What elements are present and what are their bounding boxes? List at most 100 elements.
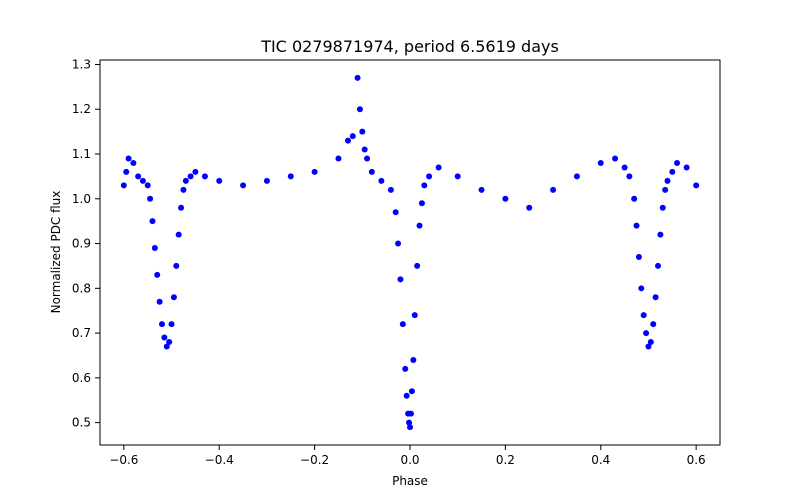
data-point <box>130 159 137 166</box>
data-point <box>345 137 351 144</box>
data-point <box>652 294 659 301</box>
data-point <box>454 173 461 180</box>
data-point <box>144 182 151 189</box>
x-tick-label: 0.2 <box>496 453 515 467</box>
data-points <box>120 74 700 431</box>
y-tick-label: 1.1 <box>72 147 91 161</box>
data-point <box>392 209 399 216</box>
x-tick-label: 0.0 <box>400 453 419 467</box>
data-point <box>550 186 557 193</box>
y-tick-label: 0.8 <box>72 281 91 295</box>
data-point <box>149 218 156 225</box>
data-point <box>154 271 161 278</box>
chart-title: TIC 0279871974, period 6.5619 days <box>260 37 559 56</box>
data-point <box>683 164 690 171</box>
data-point <box>311 168 318 175</box>
data-point <box>359 128 366 135</box>
data-point <box>120 182 127 189</box>
data-point <box>147 195 154 202</box>
data-point <box>187 173 194 180</box>
x-tick-label: 0.4 <box>591 453 610 467</box>
y-tick-label: 0.9 <box>72 237 91 251</box>
data-point <box>612 155 619 162</box>
data-point <box>123 168 130 175</box>
data-point <box>478 186 485 193</box>
data-point <box>407 424 413 431</box>
data-point <box>421 182 428 189</box>
x-tick-label: −0.2 <box>300 453 329 467</box>
y-axis-title: Normalized PDC flux <box>49 191 63 314</box>
data-point <box>655 262 661 269</box>
data-point <box>526 204 533 211</box>
data-point <box>361 146 368 153</box>
y-tick-label: 0.6 <box>72 371 91 385</box>
data-point <box>354 74 361 81</box>
data-point <box>621 164 628 171</box>
data-point <box>135 173 142 180</box>
data-point <box>178 204 185 211</box>
data-point <box>240 182 247 189</box>
data-point <box>397 276 404 283</box>
data-point <box>640 312 647 319</box>
data-point <box>163 343 170 350</box>
data-point <box>399 321 406 328</box>
data-point <box>216 177 223 184</box>
plot-frame <box>99 59 721 446</box>
data-point <box>573 173 580 180</box>
y-tick-label: 0.7 <box>72 326 91 340</box>
data-point <box>406 419 413 426</box>
data-point <box>139 177 146 184</box>
data-point <box>657 231 664 238</box>
data-point <box>156 298 163 305</box>
data-point <box>170 294 177 301</box>
data-point <box>395 240 402 247</box>
x-tick-label: −0.4 <box>205 453 234 467</box>
data-point <box>693 182 700 189</box>
data-point <box>387 186 394 193</box>
data-point <box>151 245 158 252</box>
data-point <box>647 339 654 346</box>
data-point <box>659 204 666 211</box>
data-point <box>161 334 168 341</box>
data-point <box>638 285 645 292</box>
data-point <box>414 262 421 269</box>
data-point <box>633 222 640 229</box>
data-point <box>674 159 681 166</box>
data-point <box>335 155 342 162</box>
y-tick-label: 0.5 <box>72 416 91 430</box>
data-point <box>364 155 371 162</box>
data-point <box>407 410 414 417</box>
data-point <box>662 186 669 193</box>
data-point <box>125 155 132 162</box>
data-point <box>173 262 180 269</box>
x-tick-label: 0.6 <box>687 453 706 467</box>
data-point <box>368 168 375 175</box>
y-tick-label: 1.3 <box>72 57 91 71</box>
data-point <box>201 173 208 180</box>
data-point <box>643 330 650 337</box>
data-point <box>631 195 638 202</box>
y-axis: 0.5 0.6 0.7 0.8 0.9 1.0 1.1 1.2 1.3 <box>72 57 100 430</box>
data-point <box>411 312 418 319</box>
data-point <box>378 177 385 184</box>
x-axis-title: Phase <box>392 474 428 488</box>
data-point <box>180 186 187 193</box>
y-tick-label: 1.0 <box>72 192 91 206</box>
y-tick-label: 1.2 <box>72 102 91 116</box>
data-point <box>418 200 425 207</box>
data-point <box>410 356 417 363</box>
data-point <box>435 164 442 171</box>
data-point <box>356 106 363 113</box>
x-tick-label: −0.6 <box>109 453 138 467</box>
data-point <box>635 253 642 260</box>
data-point <box>597 159 604 166</box>
data-point <box>168 321 175 328</box>
data-point <box>349 133 356 140</box>
data-point <box>669 168 676 175</box>
data-point <box>626 173 633 180</box>
data-point <box>645 343 652 350</box>
data-point <box>650 321 657 328</box>
data-point <box>263 177 270 184</box>
x-axis: −0.6 −0.4 −0.2 0.0 0.2 0.4 0.6 <box>109 445 706 467</box>
